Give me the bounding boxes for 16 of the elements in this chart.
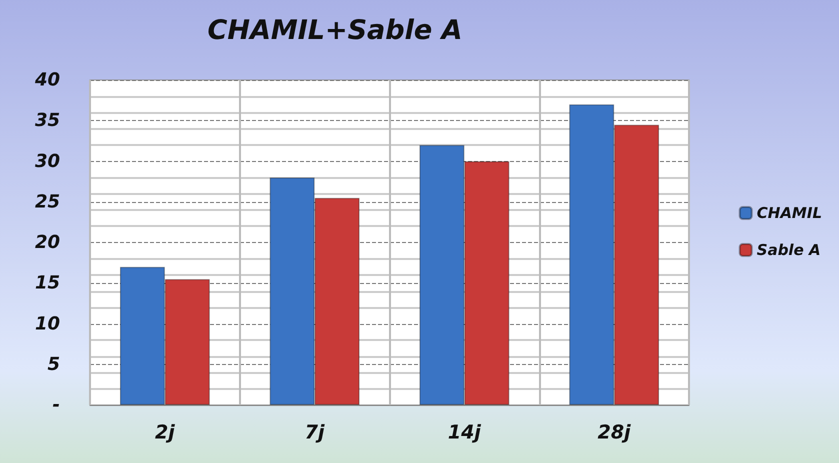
y-tick-label: -	[52, 394, 60, 416]
y-tick-label: 25	[34, 191, 60, 212]
y-tick-label: 20	[34, 232, 60, 253]
y-tick-label: 15	[34, 272, 60, 294]
x-tick-label: 2j	[155, 422, 176, 444]
y-tick-label: 10	[34, 313, 60, 334]
y-tick-label: 5	[47, 354, 60, 375]
y-tick-label: 40	[34, 70, 60, 90]
y-tick-label: 30	[34, 150, 60, 172]
legend-label: Sable A	[756, 241, 821, 259]
legend-label: CHAMIL	[756, 204, 822, 222]
y-tick-label: 35	[34, 110, 60, 132]
x-tick-label: 7j	[304, 422, 325, 444]
x-tick-label: 14j	[448, 422, 482, 444]
x-tick-label: 28j	[598, 422, 632, 444]
chart-title: CHAMIL+Sable A	[208, 15, 462, 46]
